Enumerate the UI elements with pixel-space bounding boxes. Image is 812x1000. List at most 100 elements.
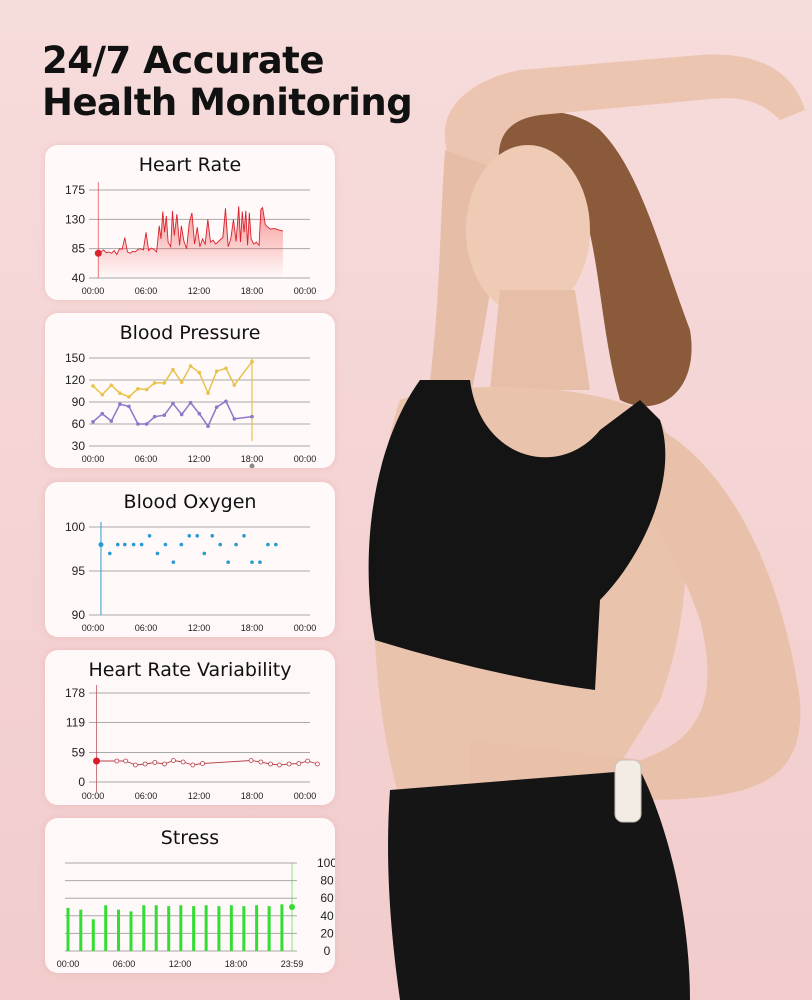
oxygen-point <box>187 534 192 538</box>
stress-card: Stress 100 80 60 40 20 0 00:00 06:00 12:00 18:00 2… <box>45 818 335 973</box>
diastolic-point <box>109 419 114 423</box>
cursor-indicator <box>249 463 255 468</box>
oxygen-point <box>115 542 120 547</box>
diastolic-point <box>136 422 140 426</box>
x-tick-label: 18:00 <box>241 454 264 464</box>
stress-bar <box>229 905 233 951</box>
diastolic-point <box>197 411 202 416</box>
stress-chart: 100 80 60 40 20 0 00:00 06:00 12:00 18:00 23:59 <box>57 856 335 969</box>
hrv-point <box>286 761 292 767</box>
oxygen-point <box>163 542 168 547</box>
systolic-line <box>92 361 253 398</box>
y-tick-label: 95 <box>72 564 86 578</box>
hrv-point <box>276 762 282 768</box>
systolic-point <box>197 370 202 375</box>
hip-arm <box>470 420 801 800</box>
card-title: Heart Rate <box>138 154 242 176</box>
diastolic-point <box>100 411 105 416</box>
y-tick-label: 175 <box>65 183 85 197</box>
diastolic-point <box>118 402 122 406</box>
x-tick-label: 00:00 <box>57 959 80 969</box>
oxygen-point <box>107 551 112 556</box>
y-tick-label: 20 <box>320 926 334 940</box>
oxygen-point <box>123 542 127 547</box>
y-tick-label: 60 <box>320 891 334 905</box>
y-tick-label: 85 <box>72 242 86 256</box>
diastolic-point <box>152 414 157 419</box>
hrv-point <box>133 762 138 768</box>
systolic-point <box>179 380 184 384</box>
diastolic-point <box>224 399 228 404</box>
stress-bar <box>116 909 120 951</box>
x-tick-label: 12:00 <box>188 454 211 464</box>
face <box>466 145 590 315</box>
x-tick-label: 18:00 <box>241 286 264 296</box>
hrv-point <box>296 761 302 766</box>
x-tick-label: 23:59 <box>281 959 304 969</box>
stress-bar <box>179 905 183 951</box>
diastolic-point <box>250 414 254 419</box>
oxygen-point <box>234 542 238 547</box>
diastolic-point <box>171 401 175 406</box>
heart-rate-area <box>98 206 283 278</box>
diastolic-point <box>232 417 237 421</box>
heart-rate-marker <box>94 249 102 257</box>
oxygen-point <box>171 560 176 564</box>
systolic-point <box>144 387 149 392</box>
systolic-point <box>232 383 237 387</box>
oxygen-point <box>195 534 200 538</box>
systolic-point <box>91 384 95 388</box>
hrv-point <box>142 761 148 767</box>
x-tick-label: 06:00 <box>135 454 158 464</box>
oxygen-point <box>155 551 160 556</box>
blood-pressure-card: Blood Pressure 150 120 90 60 30 00:00 06:00 12:… <box>45 313 335 468</box>
x-tick-label: 00:00 <box>82 454 105 464</box>
x-tick-label: 00:00 <box>82 286 105 296</box>
stress-bar <box>66 907 70 951</box>
y-tick-label: 40 <box>320 909 334 923</box>
hrv-point <box>93 757 101 765</box>
diastolic-point <box>214 405 219 409</box>
hrv-point <box>170 758 176 763</box>
leggings <box>388 770 690 1000</box>
stress-bar <box>192 906 196 951</box>
systolic-point <box>118 391 122 395</box>
systolic-point <box>206 391 210 395</box>
hrv-chart: 178 119 59 0 00:00 06:00 12:00 18:00 00:00 <box>65 685 320 801</box>
stress-bar <box>204 905 208 951</box>
y-tick-label: 90 <box>72 395 86 409</box>
y-tick-label: 0 <box>324 944 331 958</box>
hrv-point <box>200 761 205 766</box>
systolic-point <box>188 364 193 368</box>
stress-bar <box>217 906 221 951</box>
stress-bar <box>142 905 146 951</box>
x-tick-label: 00:00 <box>82 623 105 633</box>
x-tick-label: 00:00 <box>294 286 317 296</box>
y-tick-label: 60 <box>72 417 86 431</box>
y-tick-label: 119 <box>66 716 85 730</box>
stress-bar <box>280 904 284 951</box>
hrv-line <box>96 760 318 766</box>
oxygen-point <box>274 542 278 547</box>
x-tick-label: 12:00 <box>169 959 192 969</box>
x-tick-label: 00:00 <box>82 791 105 801</box>
headline: 24/7 Accurate Health Monitoring <box>42 39 413 124</box>
x-tick-label: 00:00 <box>294 791 317 801</box>
neck <box>490 290 590 390</box>
diastolic-point <box>127 404 131 409</box>
x-tick-label: 12:00 <box>188 286 211 296</box>
model-photo <box>368 54 805 1000</box>
x-tick-label: 18:00 <box>241 623 264 633</box>
diastolic-point <box>162 413 167 417</box>
systolic-point <box>127 395 131 399</box>
x-tick-label: 06:00 <box>135 286 158 296</box>
y-tick-label: 40 <box>72 271 86 285</box>
headline-line-1: 24/7 Accurate <box>42 39 324 82</box>
systolic-point <box>152 381 157 385</box>
systolic-point <box>214 369 219 373</box>
oxygen-point <box>266 542 270 547</box>
y-tick-label: 30 <box>72 439 86 453</box>
x-tick-label: 06:00 <box>135 623 158 633</box>
